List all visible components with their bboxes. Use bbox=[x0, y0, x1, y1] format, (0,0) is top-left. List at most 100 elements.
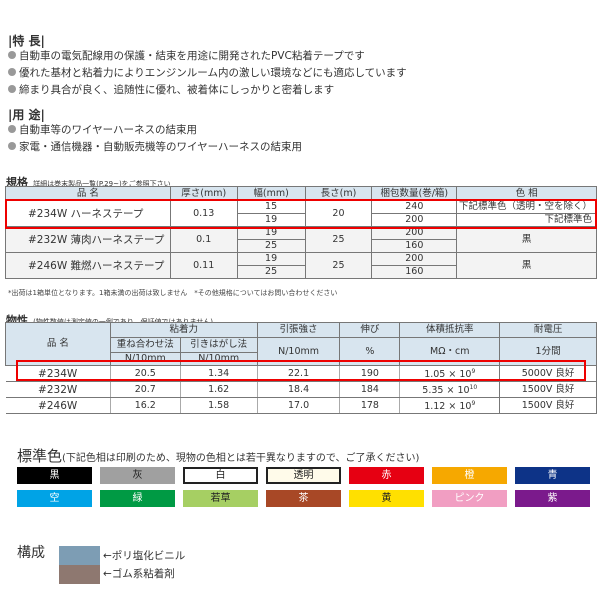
pack-qty: 200 bbox=[371, 226, 458, 240]
length: 25 bbox=[304, 226, 373, 253]
width: 19 bbox=[236, 226, 306, 240]
cell: 20.7 bbox=[110, 381, 181, 399]
layer-label: ←ポリ塩化ビニル bbox=[103, 550, 186, 562]
product-name: #234W ハーネステープ bbox=[5, 200, 171, 227]
bullet-item: 自動車の電気配線用の保護・結束を用途に開発されたPVC粘着テープです bbox=[8, 48, 365, 63]
product-name: #246W 難燃ハーネステープ bbox=[5, 252, 171, 279]
width: 19 bbox=[236, 252, 306, 266]
width: 15 bbox=[236, 200, 306, 214]
column-header: 長さ(m) bbox=[304, 186, 373, 201]
cell: 190 bbox=[339, 364, 401, 383]
column-header: 厚さ(mm) bbox=[169, 186, 238, 201]
bullet-icon bbox=[8, 125, 16, 133]
column-header: 梱包数量(巻/箱) bbox=[371, 186, 458, 201]
resistivity: 5.35 × 1010 bbox=[399, 381, 501, 399]
cell: 体積抵抗率 bbox=[399, 322, 501, 338]
resist-exponent: 10 bbox=[469, 384, 478, 392]
color-swatch: 透明 bbox=[266, 467, 341, 484]
thickness: 0.13 bbox=[169, 200, 238, 227]
color: 黒 bbox=[456, 226, 597, 253]
uses-heading: |用 途| bbox=[8, 108, 45, 122]
resist-base: 1.05 × 10 bbox=[424, 369, 472, 381]
bullet-icon bbox=[8, 68, 16, 76]
thickness: 0.11 bbox=[169, 252, 238, 279]
cell: N/10mm bbox=[179, 352, 258, 366]
pack-qty: 200 bbox=[371, 252, 458, 266]
cell: 引張強さ bbox=[256, 322, 341, 338]
color-swatch: 黒 bbox=[17, 467, 92, 484]
bullet-text: 家電・通信機器・自動販売機等のワイヤーハーネスの結束用 bbox=[19, 141, 302, 153]
bullet-text: 締まり具合が良く、追随性に優れ、被着体にしっかりと密着します bbox=[19, 84, 335, 96]
width: 25 bbox=[236, 239, 306, 253]
color: 下記標準色 bbox=[456, 213, 597, 227]
cell: 粘着力 bbox=[109, 322, 258, 338]
cell: 18.4 bbox=[257, 381, 341, 399]
header-row: 重ね合わせ法 引きはがし法 N/10mm% MΩ・cm 1分間 bbox=[6, 337, 597, 366]
spec-note: *出荷は1箱単位となります。1箱未満の出荷は致しません *その他規格についてはお… bbox=[8, 289, 338, 297]
bullet-item: 締まり具合が良く、追随性に優れ、被着体にしっかりと密着します bbox=[8, 82, 334, 97]
resist-base: 5.35 × 10 bbox=[422, 385, 470, 397]
colors-title-text: 標準色 bbox=[17, 447, 63, 465]
colors-title: 標準色(下記色相は印刷のため、現物の色相とは若干異なりますので、ご了承ください) bbox=[17, 445, 419, 466]
pack-qty: 160 bbox=[371, 265, 458, 279]
product-name: #232W 薄肉ハーネステープ bbox=[5, 226, 171, 253]
pack-qty: 200 bbox=[371, 213, 458, 227]
color-swatch: 橙 bbox=[432, 467, 507, 484]
column-header: 幅(mm) bbox=[236, 186, 306, 201]
features-heading: |特 長| bbox=[8, 34, 45, 48]
resistivity: 1.05 × 109 bbox=[399, 364, 501, 383]
bullet-icon bbox=[8, 142, 16, 150]
cell: 17.0 bbox=[257, 397, 341, 415]
cell: 1.34 bbox=[180, 364, 258, 383]
color-swatch: 緑 bbox=[100, 490, 175, 507]
header-row: 品 名粘着力 引張強さ 伸び 体積抵抗率 耐電圧 bbox=[5, 322, 597, 366]
table-row: 25 160 bbox=[6, 265, 597, 279]
resist-base: 1.12 × 10 bbox=[424, 401, 472, 413]
cell: 耐電圧 bbox=[499, 322, 597, 338]
structure-title: 構成 bbox=[17, 545, 45, 561]
color-swatch: 茶 bbox=[266, 490, 341, 507]
cell: N/10mm bbox=[256, 337, 341, 366]
color-swatch: 空 bbox=[17, 490, 92, 507]
length: 25 bbox=[304, 252, 373, 279]
table-row: 19 200 下記標準色 bbox=[6, 213, 597, 227]
layer-label: ←ゴム系粘着剤 bbox=[103, 568, 175, 580]
width: 19 bbox=[236, 213, 306, 227]
pack-qty: 160 bbox=[371, 239, 458, 253]
layer-swatch bbox=[59, 565, 100, 584]
cell: 1500V 良好 bbox=[499, 397, 597, 415]
bullet-item: 自動車等のワイヤーハーネスの結束用 bbox=[8, 122, 197, 137]
header-row: 品 名厚さ(mm) 幅(mm) 長さ(m) 梱包数量(巻/箱) 色 相 bbox=[5, 186, 597, 201]
length: 20 bbox=[304, 200, 373, 227]
resist-exponent: 9 bbox=[471, 400, 476, 408]
spec-title: 規格 詳細は巻末製品一覧(P.29~)をご参照下さい bbox=[6, 171, 171, 190]
cell: 1分間 bbox=[499, 337, 597, 366]
color-swatch: 紫 bbox=[515, 490, 590, 507]
cell: 1.58 bbox=[180, 397, 258, 415]
cell: 1.62 bbox=[180, 381, 258, 399]
cell: #234W bbox=[5, 364, 111, 383]
resist-exponent: 9 bbox=[471, 368, 476, 375]
bullet-text: 自動車の電気配線用の保護・結束を用途に開発されたPVC粘着テープです bbox=[19, 50, 365, 62]
bullet-text: 優れた基材と粘着力によりエンジンルーム内の激しい環境などにも適応しています bbox=[19, 67, 407, 79]
cell: #246W bbox=[5, 397, 111, 415]
column-header: 色 相 bbox=[456, 186, 597, 201]
color-swatch: 灰 bbox=[100, 467, 175, 484]
pack-qty: 240 bbox=[371, 200, 458, 214]
table-row: #246W 難燃ハーネステープ 0.11 19 25 200 黒 bbox=[5, 252, 597, 279]
cell: MΩ・cm bbox=[399, 337, 501, 366]
bullet-icon bbox=[8, 51, 16, 59]
spec-subtitle: 詳細は巻末製品一覧(P.29~)をご参照下さい bbox=[33, 180, 171, 188]
column-header: 品 名 bbox=[5, 186, 171, 201]
cell: 品 名 bbox=[5, 322, 111, 366]
cell: 178 bbox=[339, 397, 401, 415]
cell: 伸び bbox=[339, 322, 401, 338]
resistivity: 1.12 × 109 bbox=[399, 397, 501, 415]
bullet-icon bbox=[8, 85, 16, 93]
color-swatch: 黄 bbox=[349, 490, 424, 507]
cell: 重ね合わせ法 bbox=[109, 337, 181, 353]
color-swatch: ピンク bbox=[432, 490, 507, 507]
props-table: 品 名粘着力 引張強さ 伸び 体積抵抗率 耐電圧 重ね合わせ法 引きはがし法 N/10mm% M… bbox=[5, 322, 597, 415]
color-swatch: 赤 bbox=[349, 467, 424, 484]
bullet-item: 優れた基材と粘着力によりエンジンルーム内の激しい環境などにも適応しています bbox=[8, 65, 407, 80]
